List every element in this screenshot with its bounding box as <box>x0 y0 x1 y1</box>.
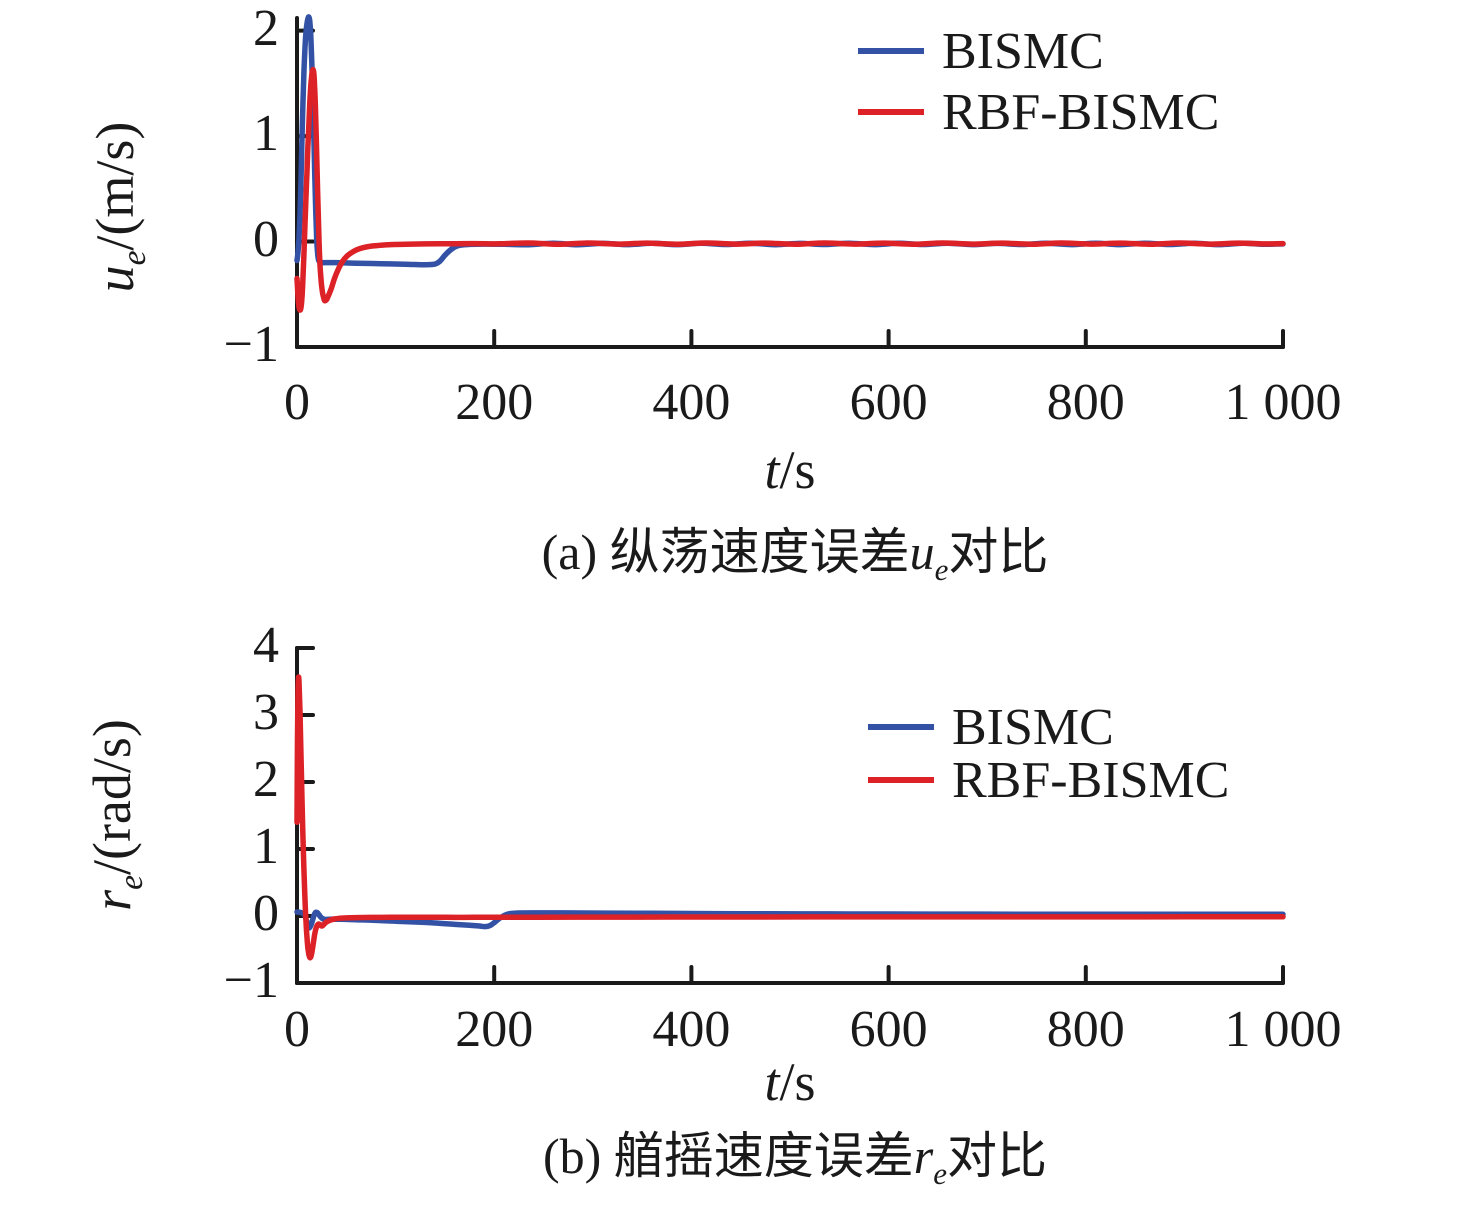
y-tick-label: 3 <box>253 684 279 742</box>
x-tick-label: 0 <box>284 374 310 431</box>
caption-var: r <box>913 1128 934 1184</box>
legend-label-bismc: BISMC <box>942 22 1104 80</box>
caption-var: u <box>909 524 935 580</box>
legend-item-bismc: BISMC <box>858 22 1104 80</box>
caption-var-sub: e <box>933 1156 948 1191</box>
legend-item-bismc: BISMC <box>868 698 1114 756</box>
rbf-bismc-line-swatch <box>858 109 924 115</box>
y-tick-label: −1 <box>223 952 279 1010</box>
x-tick-label: 600 <box>849 1001 928 1058</box>
y-unit: /(m/s) <box>85 121 145 251</box>
y-tick-label: 0 <box>253 885 279 943</box>
legend-label-rbf-bismc: RBF-BISMC <box>942 83 1220 141</box>
caption-suffix: 对比 <box>947 1128 1048 1184</box>
y-tick-label: 1 <box>253 105 279 163</box>
rbf-bismc-line-swatch <box>868 777 934 783</box>
y-tick-label: 1 <box>253 818 279 876</box>
legend-item-rbf-bismc: RBF-BISMC <box>858 83 1220 141</box>
x-tick-label: 200 <box>455 374 534 431</box>
x-var: t <box>764 1052 780 1112</box>
rbf-bismc-curve <box>294 674 1286 961</box>
x-axis-label: t/s <box>764 439 815 501</box>
y-axis-label: ue/(m/s) <box>84 121 153 293</box>
x-tick-label: 1 000 <box>1224 374 1342 431</box>
x-tick-label: 600 <box>849 374 928 431</box>
legend-label-bismc: BISMC <box>952 698 1114 756</box>
y-tick-label: 2 <box>253 751 279 809</box>
x-tick-label: 1 000 <box>1224 1001 1342 1058</box>
x-unit: /s <box>779 1052 816 1112</box>
y-var-sub: e <box>115 250 153 266</box>
caption-prefix: (a) 纵荡速度误差 <box>541 524 910 580</box>
bismc-curve <box>294 909 1286 931</box>
y-tick-label: 0 <box>253 210 279 268</box>
bismc-line-swatch <box>868 724 934 730</box>
caption-var-sub: e <box>934 552 949 587</box>
rbf-bismc-curve <box>294 66 1286 313</box>
caption-b: (b) 艏摇速度误差re对比 <box>542 1116 1048 1191</box>
x-axis-label: t/s <box>764 1051 815 1113</box>
y-axis-label: re/(rad/s) <box>81 719 150 911</box>
y-var: r <box>82 889 142 911</box>
x-tick-label: 400 <box>652 374 731 431</box>
x-tick-label: 800 <box>1046 374 1125 431</box>
axis-frame <box>295 646 1285 985</box>
x-var: t <box>764 440 780 500</box>
axis-frame <box>295 16 1285 349</box>
bismc-line-swatch <box>858 48 924 54</box>
y-var: u <box>85 265 145 293</box>
caption-prefix: (b) 艏摇速度误差 <box>542 1128 914 1184</box>
caption-suffix: 对比 <box>948 524 1049 580</box>
y-tick-label: 2 <box>253 0 279 57</box>
x-tick-label: 200 <box>455 1001 534 1058</box>
x-tick-label: 800 <box>1046 1001 1125 1058</box>
caption-a: (a) 纵荡速度误差ue对比 <box>541 512 1049 587</box>
x-tick-label: 400 <box>652 1001 731 1058</box>
y-unit: /(rad/s) <box>82 719 142 876</box>
legend-item-rbf-bismc: RBF-BISMC <box>868 751 1230 809</box>
legend-label-rbf-bismc: RBF-BISMC <box>952 751 1230 809</box>
y-tick-label: −1 <box>223 316 279 374</box>
y-var-sub: e <box>112 875 150 890</box>
x-unit: /s <box>779 440 816 500</box>
x-tick-label: 0 <box>284 1001 310 1058</box>
y-tick-label: 4 <box>253 617 279 675</box>
